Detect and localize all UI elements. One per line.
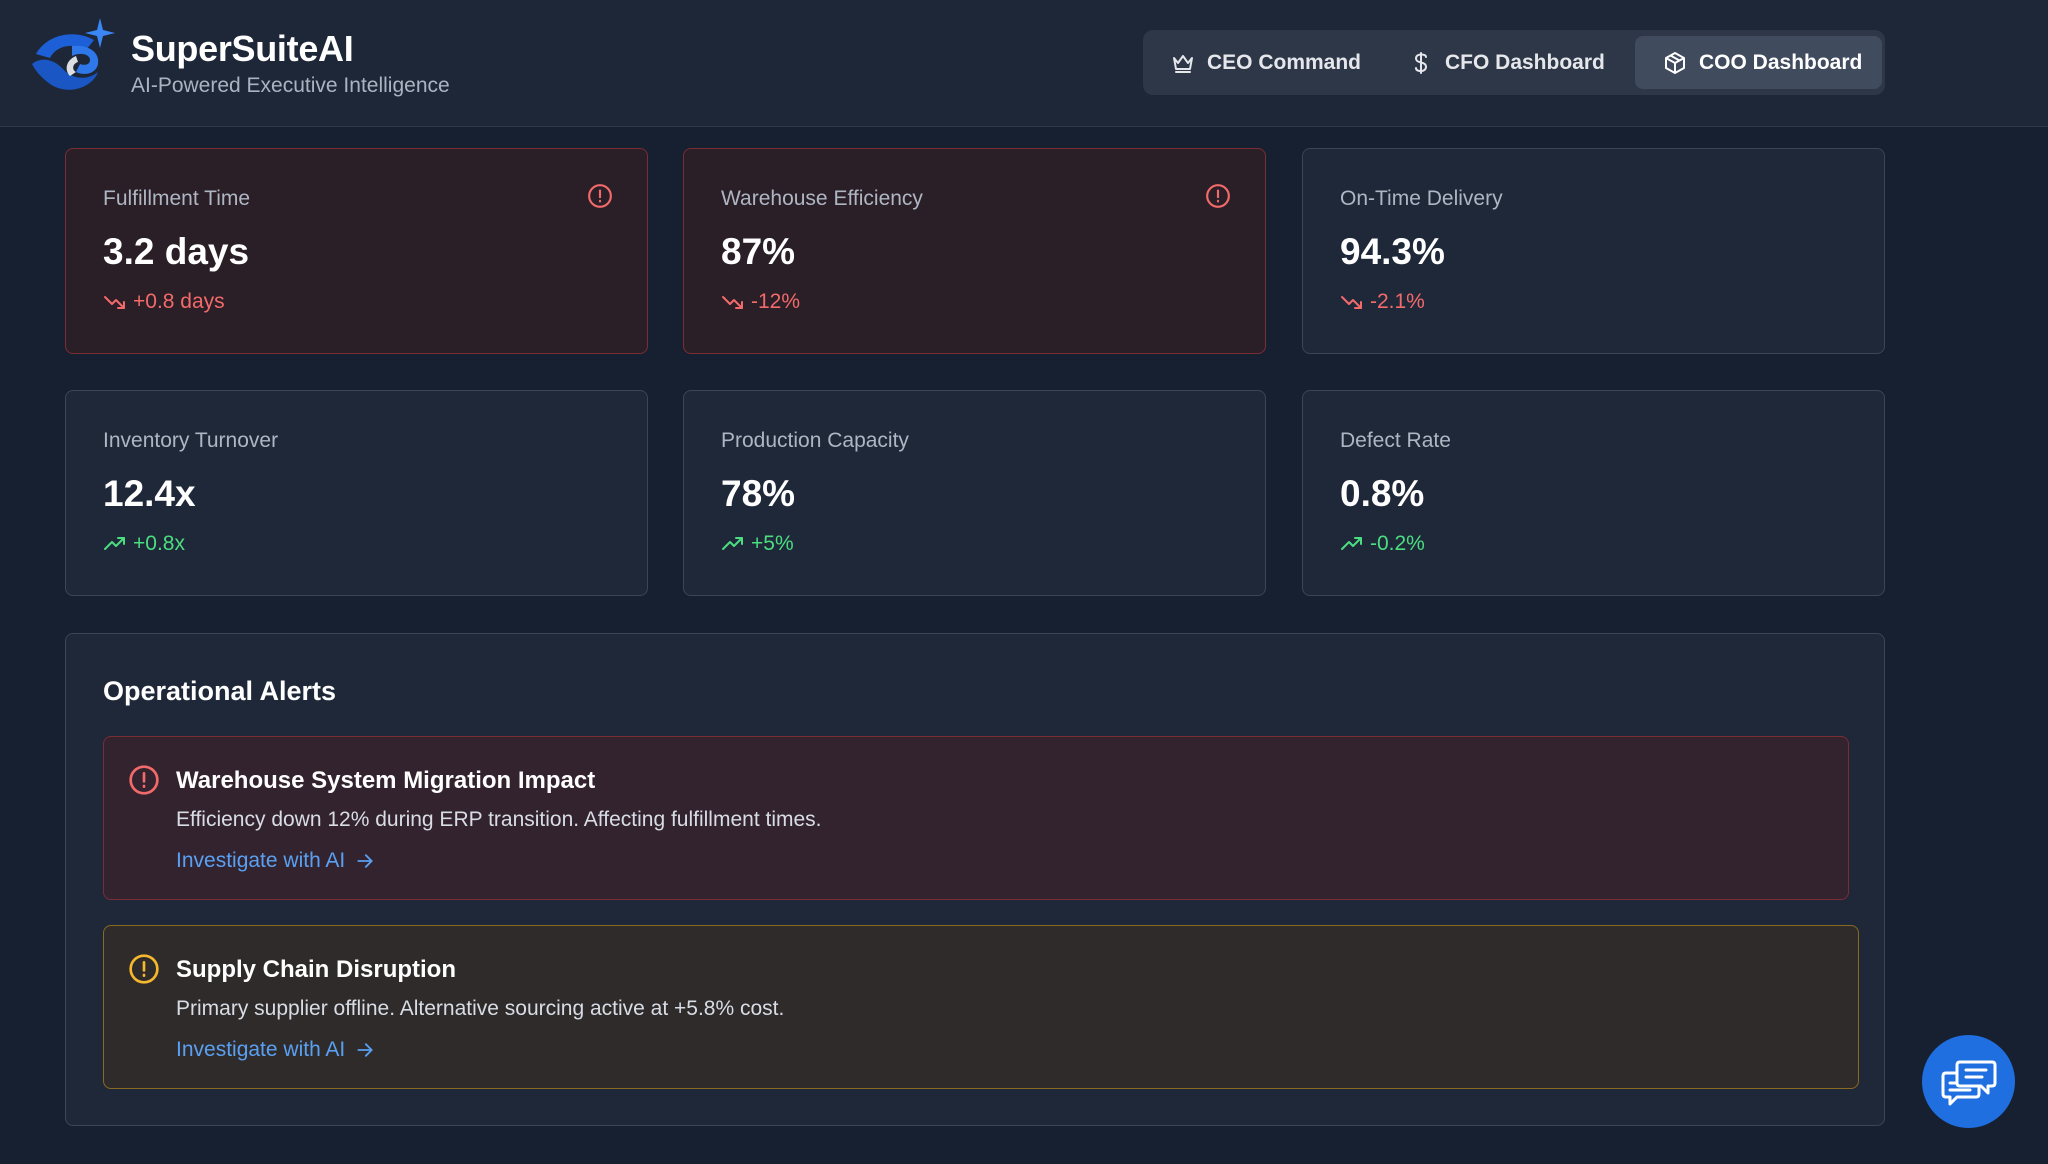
metric-value: 3.2 days — [103, 231, 250, 272]
metric-label: Defect Rate — [1340, 429, 1451, 452]
metric-change-value: -0.2% — [1370, 532, 1425, 555]
dashboard-switcher: CEO Command CFO Dashboard COO Dashboard — [1143, 30, 1885, 95]
brand-subtitle: AI-Powered Executive Intelligence — [131, 74, 450, 97]
panel-title: Operational Alerts — [103, 676, 337, 706]
alert-item-critical: Warehouse System Migration Impact Effici… — [103, 736, 1849, 900]
alert-title: Warehouse System Migration Impact — [176, 767, 596, 794]
metric-change: +5% — [721, 532, 794, 556]
tab-coo-dashboard[interactable]: COO Dashboard — [1635, 36, 1883, 89]
metric-value: 94.3% — [1340, 231, 1445, 272]
tab-cfo-dashboard[interactable]: CFO Dashboard — [1381, 36, 1625, 89]
tab-label: COO Dashboard — [1699, 50, 1863, 74]
dollar-icon — [1414, 51, 1428, 74]
crown-icon — [1173, 54, 1193, 73]
brand-title: SuperSuiteAI — [131, 28, 354, 69]
metric-value: 78% — [721, 473, 796, 514]
link-label: Investigate with AI — [176, 849, 346, 872]
metric-value: 87% — [721, 231, 796, 272]
metric-card-production-capacity: Production Capacity 78% +5% — [683, 390, 1266, 596]
investigate-with-ai-link[interactable]: Investigate with AI — [176, 849, 375, 873]
metric-label: Production Capacity — [721, 429, 909, 452]
app-header: SuperSuiteAI AI-Powered Executive Intell… — [0, 0, 2048, 127]
trending-down-icon — [104, 296, 125, 309]
alert-circle-icon — [129, 765, 159, 795]
metric-card-defect-rate: Defect Rate 0.8% -0.2% — [1302, 390, 1885, 596]
alert-item-warning: Supply Chain Disruption Primary supplier… — [103, 925, 1859, 1089]
metric-label: Inventory Turnover — [103, 429, 279, 452]
trending-up-icon — [1341, 537, 1362, 550]
alert-description: Primary supplier offline. Alternative so… — [176, 997, 785, 1020]
metric-change: -0.2% — [1340, 532, 1425, 556]
metric-change: +0.8x — [103, 532, 185, 556]
package-icon — [1665, 51, 1685, 74]
arrow-right-icon — [357, 854, 373, 868]
metric-card-inventory-turnover: Inventory Turnover 12.4x +0.8x — [65, 390, 648, 596]
trending-down-icon — [1341, 296, 1362, 309]
logo — [28, 16, 118, 96]
trending-down-icon — [722, 296, 743, 309]
alert-title: Supply Chain Disruption — [176, 956, 456, 983]
trending-up-icon — [104, 537, 125, 550]
chat-button[interactable] — [1922, 1035, 2015, 1128]
metric-change: +0.8 days — [103, 290, 225, 314]
tab-label: CFO Dashboard — [1445, 50, 1605, 74]
metric-card-on-time-delivery: On-Time Delivery 94.3% -2.1% — [1302, 148, 1885, 354]
operational-alerts-panel: Operational Alerts Warehouse System Migr… — [65, 633, 1885, 1126]
arrow-right-icon — [357, 1043, 373, 1057]
metric-change-value: +0.8 days — [133, 290, 225, 313]
investigate-with-ai-link[interactable]: Investigate with AI — [176, 1038, 375, 1062]
metric-card-fulfillment-time: Fulfillment Time 3.2 days +0.8 days — [65, 148, 648, 354]
metric-label: Warehouse Efficiency — [721, 187, 923, 210]
alert-circle-icon — [1206, 184, 1230, 208]
metric-label: Fulfillment Time — [103, 187, 251, 210]
tab-label: CEO Command — [1207, 50, 1362, 74]
metric-change-value: +5% — [751, 532, 794, 555]
metric-label: On-Time Delivery — [1340, 187, 1503, 210]
metric-change-value: -12% — [751, 290, 801, 313]
tab-ceo-command[interactable]: CEO Command — [1143, 36, 1381, 89]
metric-change: -12% — [721, 290, 800, 314]
chat-bubbles-icon — [1941, 1060, 1996, 1105]
link-label: Investigate with AI — [176, 1038, 346, 1061]
metric-change-value: +0.8x — [133, 532, 185, 555]
metric-change: -2.1% — [1340, 290, 1425, 314]
metric-value: 12.4x — [103, 473, 196, 514]
metric-value: 0.8% — [1340, 473, 1425, 514]
alert-circle-icon — [129, 954, 159, 984]
alert-circle-icon — [588, 184, 612, 208]
alert-description: Efficiency down 12% during ERP transitio… — [176, 808, 822, 831]
metric-card-warehouse-efficiency: Warehouse Efficiency 87% -12% — [683, 148, 1266, 354]
trending-up-icon — [722, 537, 743, 550]
metric-change-value: -2.1% — [1370, 290, 1425, 313]
